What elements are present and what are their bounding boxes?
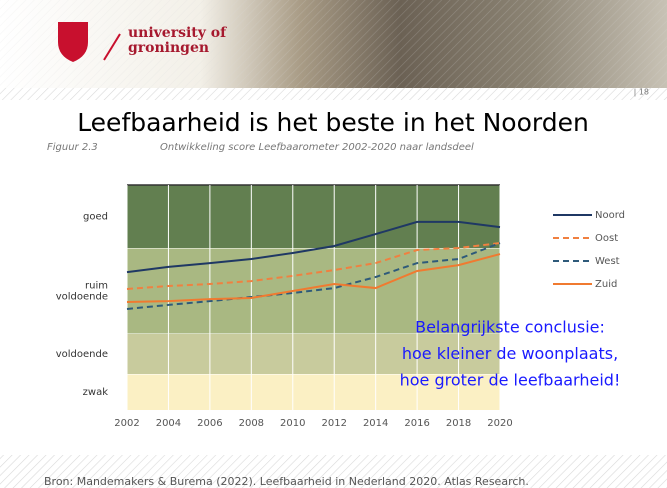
band-label: goed <box>83 212 108 223</box>
slide-title: Leefbaarheid is het beste in het Noorden <box>77 108 589 137</box>
annotation: hoe kleiner de woonplaats, <box>402 344 618 363</box>
x-tick-label: 2008 <box>239 418 264 429</box>
series-line <box>126 220 501 274</box>
x-tick-label: 2002 <box>114 418 139 429</box>
header-band <box>0 88 667 100</box>
band <box>127 374 500 410</box>
chart-title: Ontwikkeling score Leefbaarometer 2002-2… <box>160 142 474 153</box>
band-label: voldoende <box>56 349 108 360</box>
logo-slash <box>103 33 121 61</box>
annotation: Belangrijkste conclusie: <box>415 318 605 337</box>
legend-label: Oost <box>595 233 618 244</box>
band-label: ruim <box>85 280 108 291</box>
series-line <box>126 253 501 303</box>
x-tick-label: 2016 <box>404 418 429 429</box>
x-tick-label: 2020 <box>487 418 512 429</box>
legend-label: Zuid <box>595 279 617 290</box>
page-number: | 18 <box>634 88 649 97</box>
x-tick-label: 2012 <box>321 418 346 429</box>
x-tick-label: 2014 <box>363 418 388 429</box>
x-tick-label: 2006 <box>197 418 222 429</box>
x-tick-label: 2004 <box>156 418 181 429</box>
figure-label: Figuur 2.3 <box>47 142 98 153</box>
series-line <box>126 242 501 290</box>
logo-text: university of <box>128 25 227 41</box>
band-label: voldoende <box>56 291 108 302</box>
legend-label: West <box>595 256 620 267</box>
source: Bron: Mandemakers & Burema (2022). Leefb… <box>44 475 529 488</box>
band-label: zwak <box>83 387 109 398</box>
logo-shield <box>58 22 88 62</box>
logo-text: groningen <box>128 40 209 56</box>
band <box>127 185 500 248</box>
band <box>127 333 500 374</box>
footer-band <box>0 455 667 488</box>
x-tick-label: 2010 <box>280 418 305 429</box>
band <box>127 248 500 334</box>
legend-label: Noord <box>595 210 625 221</box>
header-texture <box>0 0 667 88</box>
x-tick-label: 2018 <box>446 418 471 429</box>
series-line <box>126 242 501 310</box>
annotation: hoe groter de leefbaarheid! <box>400 371 621 390</box>
